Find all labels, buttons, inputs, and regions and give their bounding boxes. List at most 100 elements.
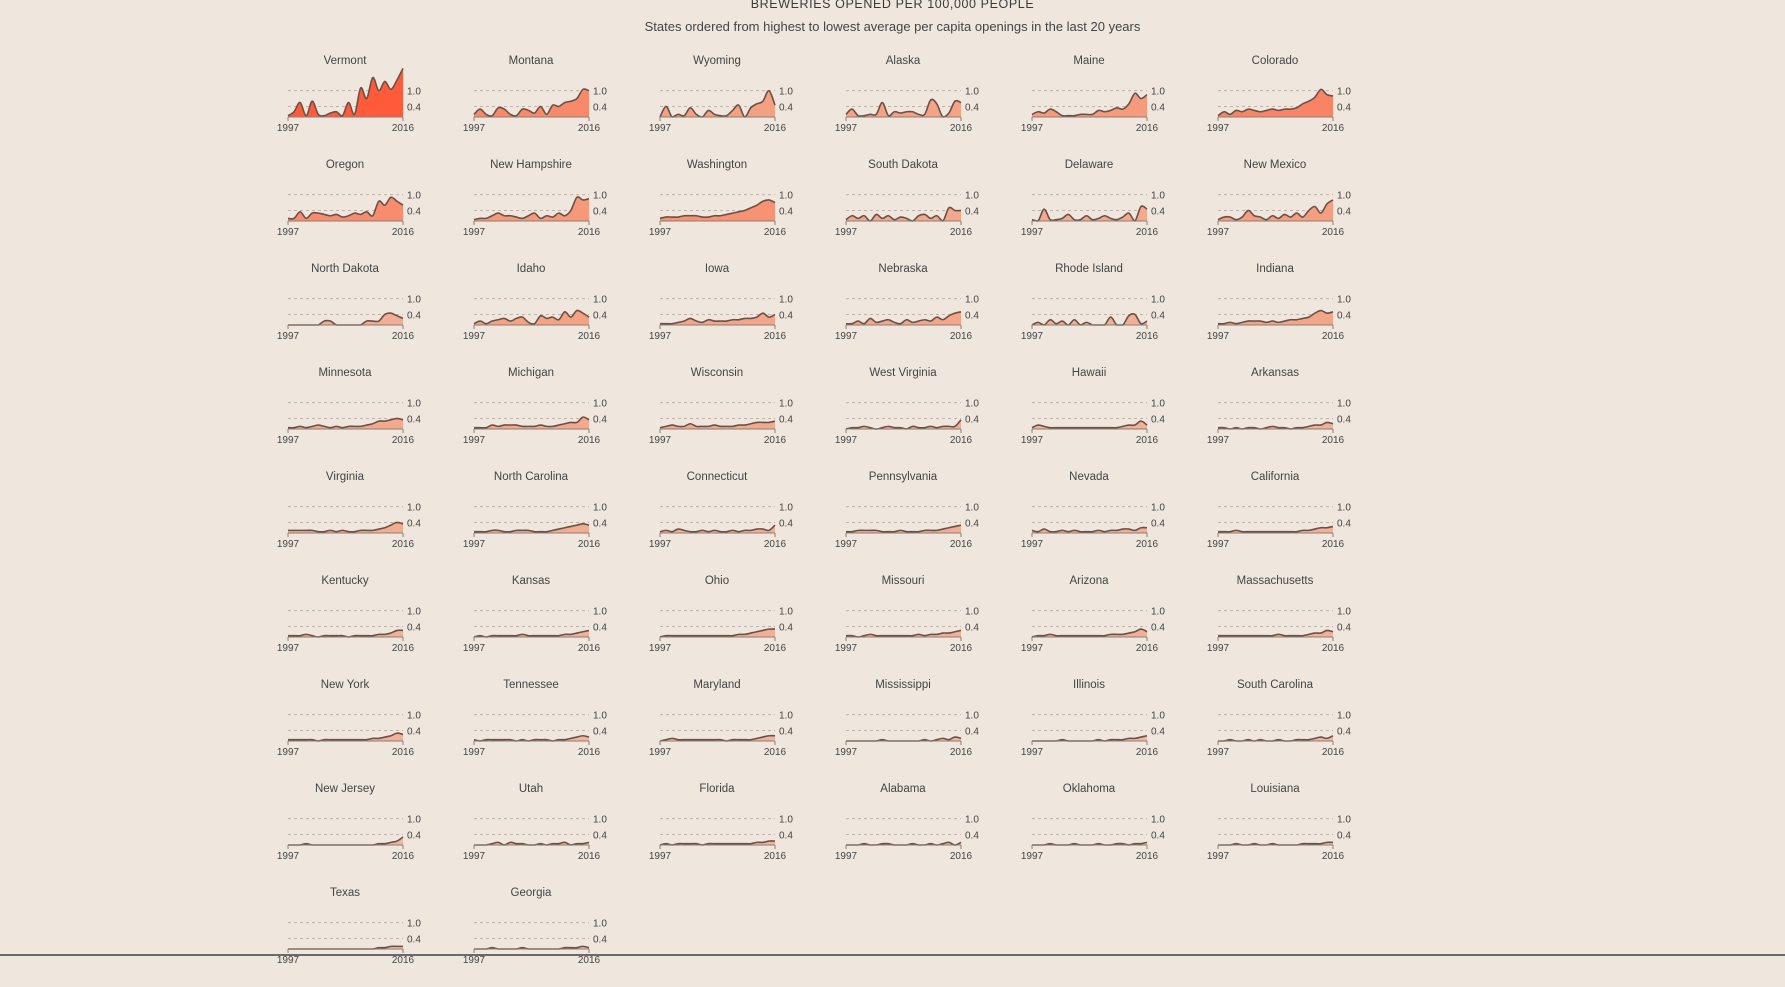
y-tick-label: 0.4	[1337, 206, 1351, 217]
y-tick-label: 0.4	[1151, 622, 1165, 633]
x-tick-label: 2016	[392, 123, 415, 134]
state-panel: Louisiana 1.0 0.4 1997 2016	[1195, 783, 1355, 883]
line-series	[1031, 628, 1148, 638]
line-series	[287, 196, 404, 220]
y-tick-label: 1.0	[779, 815, 793, 826]
x-tick-label: 2016	[950, 331, 973, 342]
sparkline-chart: 1.0 0.4 1997 2016	[1021, 815, 1165, 862]
x-tick-label: 2016	[1322, 643, 1345, 654]
x-tick-label: 2016	[950, 643, 973, 654]
x-tick-label: 1997	[277, 435, 300, 446]
sparkline-chart: 1.0 0.4 1997 2016	[277, 191, 421, 238]
y-tick-label: 1.0	[593, 711, 607, 722]
y-tick-label: 0.4	[407, 726, 421, 737]
state-panel: Ohio 1.0 0.4 1997 2016	[637, 575, 797, 675]
y-tick-label: 1.0	[1337, 87, 1351, 98]
state-name: New York	[320, 679, 370, 691]
y-tick-label: 1.0	[779, 87, 793, 98]
area-series	[660, 313, 775, 325]
y-tick-label: 1.0	[965, 399, 979, 410]
x-tick-label: 1997	[835, 123, 858, 134]
x-tick-label: 2016	[578, 747, 601, 758]
line-series	[287, 417, 404, 429]
state-name: Texas	[329, 887, 361, 899]
x-tick-label: 1997	[463, 331, 486, 342]
x-tick-label: 2016	[578, 955, 601, 966]
x-tick-label: 2016	[764, 747, 787, 758]
line-series	[473, 88, 590, 117]
y-tick-label: 1.0	[1151, 191, 1165, 202]
x-tick-label: 2016	[392, 747, 415, 758]
y-tick-label: 0.4	[1337, 830, 1351, 841]
y-tick-label: 1.0	[407, 87, 421, 98]
x-tick-label: 2016	[950, 227, 973, 238]
line-series	[287, 732, 404, 742]
line-series	[659, 628, 776, 638]
sparkline-chart: 1.0 0.4 1997 2016	[463, 191, 607, 238]
y-tick-label: 0.4	[593, 518, 607, 529]
sparkline-chart: 1.0 0.4 1997 2016	[649, 711, 793, 758]
state-panel: Alabama 1.0 0.4 1997 2016	[823, 783, 983, 883]
state-name: New Jersey	[314, 783, 376, 795]
line-series	[473, 416, 590, 429]
x-tick-label: 1997	[649, 539, 672, 550]
x-tick-label: 2016	[1136, 331, 1159, 342]
y-tick-label: 1.0	[593, 503, 607, 514]
y-tick-label: 1.0	[779, 295, 793, 306]
state-name: South Carolina	[1236, 679, 1314, 691]
y-tick-label: 0.4	[593, 622, 607, 633]
line-series	[845, 524, 962, 533]
state-panel: North Dakota 1.0 0.4 1997 2016	[265, 263, 425, 363]
sparkline-chart: 1.0 0.4 1997 2016	[1021, 399, 1165, 446]
y-tick-label: 0.4	[407, 622, 421, 633]
y-tick-label: 0.4	[965, 206, 979, 217]
state-panel: New Jersey 1.0 0.4 1997 2016	[265, 783, 425, 883]
line-series	[1031, 205, 1148, 222]
state-panel: Texas 1.0 0.4 1997 2016	[265, 887, 425, 987]
state-name: Alabama	[880, 783, 926, 795]
state-panel: Utah 1.0 0.4 1997 2016	[451, 783, 611, 883]
x-tick-label: 1997	[463, 227, 486, 238]
x-tick-label: 2016	[578, 851, 601, 862]
state-panel: South Carolina 1.0 0.4 1997 2016	[1195, 679, 1355, 779]
sparkline-chart: 1.0 0.4 1997 2016	[1021, 503, 1165, 550]
y-tick-label: 1.0	[593, 191, 607, 202]
y-tick-label: 1.0	[593, 87, 607, 98]
sparkline-chart: 1.0 0.4 1997 2016	[277, 67, 421, 134]
line-series	[1217, 629, 1334, 637]
area-series	[846, 630, 961, 637]
state-name: Ohio	[704, 575, 730, 587]
x-tick-label: 1997	[649, 643, 672, 654]
state-name: Florida	[699, 783, 735, 795]
y-tick-label: 0.4	[407, 310, 421, 321]
y-tick-label: 0.4	[407, 102, 421, 113]
sparkline-chart: 1.0 0.4 1997 2016	[1207, 815, 1351, 862]
y-tick-label: 0.4	[593, 934, 607, 945]
x-tick-label: 1997	[1021, 435, 1044, 446]
y-tick-label: 1.0	[965, 503, 979, 514]
x-tick-label: 1997	[277, 539, 300, 550]
state-panel: Indiana 1.0 0.4 1997 2016	[1195, 263, 1355, 363]
sparkline-chart: 1.0 0.4 1997 2016	[1207, 191, 1351, 238]
y-tick-label: 0.4	[593, 726, 607, 737]
y-tick-label: 1.0	[965, 815, 979, 826]
state-name: Connecticut	[686, 471, 748, 483]
y-tick-label: 1.0	[965, 295, 979, 306]
y-tick-label: 1.0	[965, 711, 979, 722]
state-panel: Colorado 1.0 0.4 1997 2016	[1195, 55, 1355, 155]
state-name: Kansas	[511, 575, 551, 587]
x-tick-label: 1997	[277, 643, 300, 654]
x-tick-label: 1997	[277, 851, 300, 862]
state-name: Indiana	[1256, 263, 1294, 275]
state-panel: Hawaii 1.0 0.4 1997 2016	[1009, 367, 1169, 467]
area-series	[288, 418, 403, 429]
sparkline-chart: 1.0 0.4 1997 2016	[277, 399, 421, 446]
state-panel: Oregon 1.0 0.4 1997 2016	[265, 159, 425, 259]
state-name: Hawaii	[1071, 367, 1107, 379]
y-tick-label: 0.4	[1151, 102, 1165, 113]
state-panel: Washington 1.0 0.4 1997 2016	[637, 159, 797, 259]
state-panel: Montana 1.0 0.4 1997 2016	[451, 55, 611, 155]
y-tick-label: 1.0	[965, 191, 979, 202]
x-tick-label: 2016	[764, 643, 787, 654]
line-series	[1031, 313, 1148, 326]
